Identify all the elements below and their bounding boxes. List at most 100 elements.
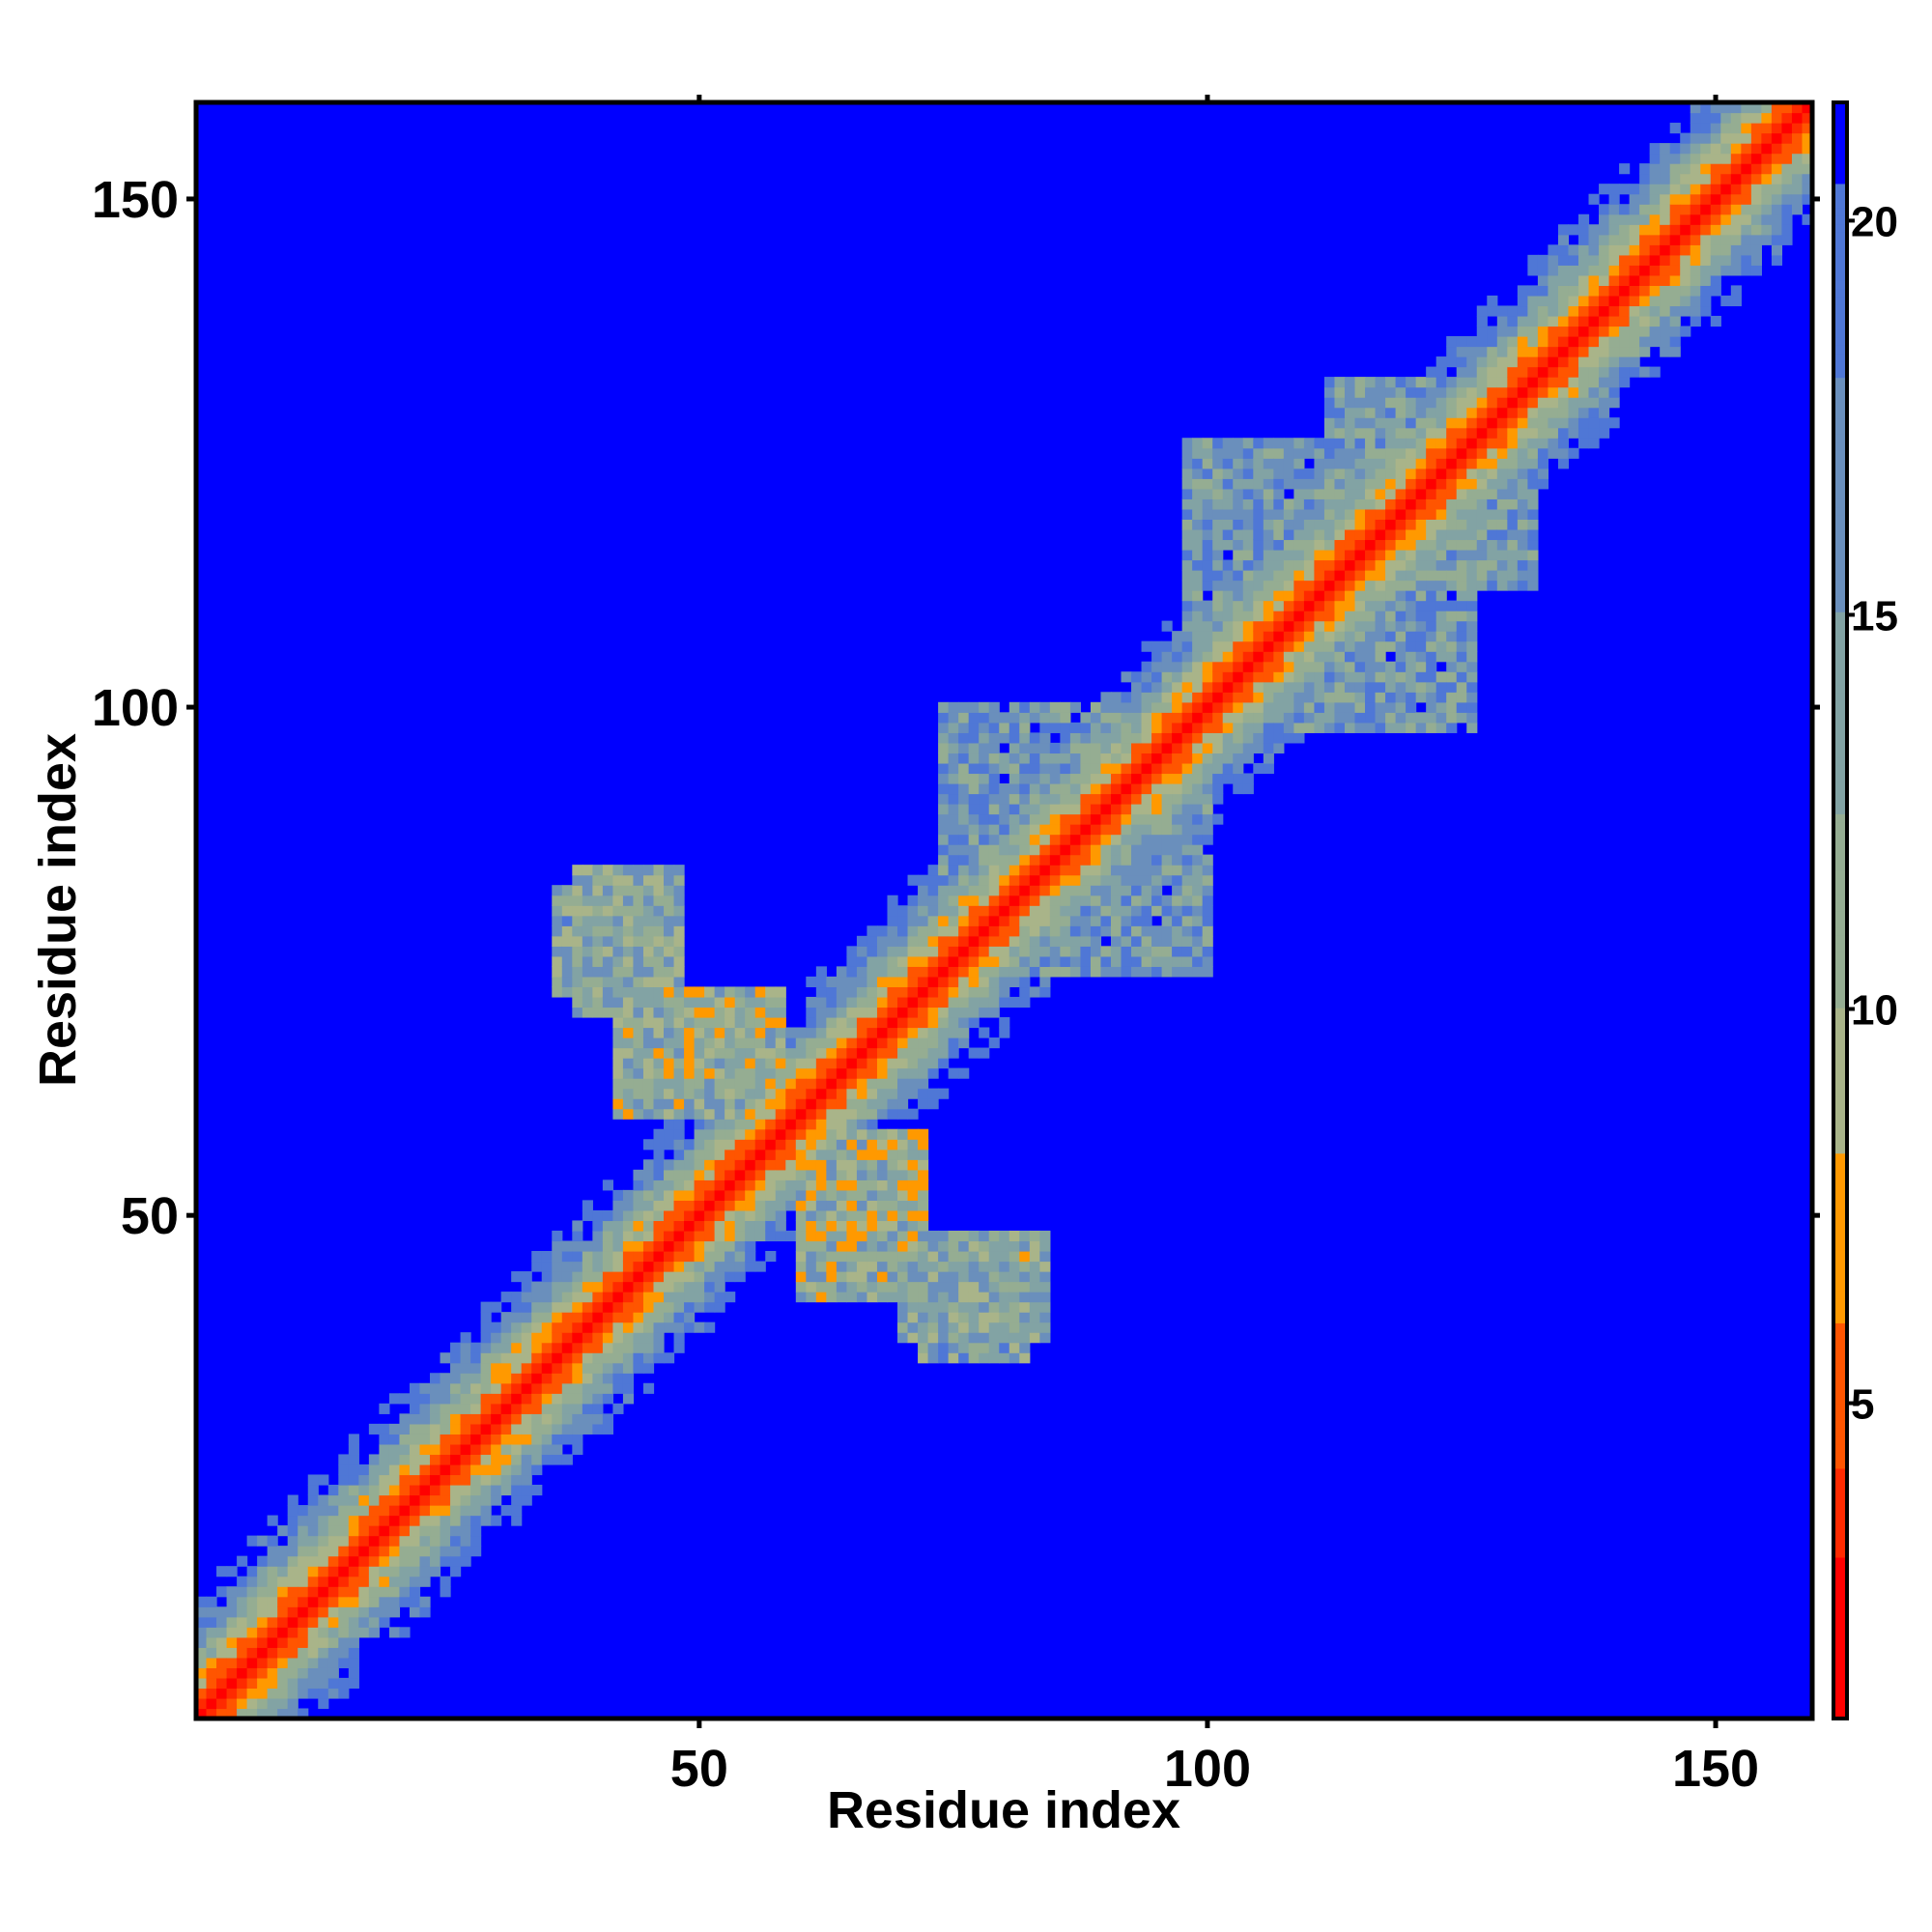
- heatmap-cell: [1161, 671, 1173, 683]
- heatmap-cell: [1202, 722, 1213, 733]
- heatmap-cell: [673, 905, 685, 917]
- heatmap-cell: [612, 1220, 624, 1232]
- heatmap-cell: [1517, 386, 1528, 398]
- heatmap-cell: [1791, 163, 1804, 175]
- heatmap-cell: [1649, 244, 1661, 256]
- heatmap-cell: [1354, 498, 1366, 510]
- heatmap-cell: [664, 996, 675, 1009]
- colorbar-segment: [1833, 1419, 1847, 1429]
- heatmap-cell: [1334, 377, 1346, 388]
- heatmap-cell: [765, 1139, 777, 1151]
- heatmap-cell: [918, 996, 929, 1009]
- heatmap-cell: [480, 1312, 492, 1323]
- heatmap-cell: [582, 1312, 593, 1323]
- heatmap-cell: [267, 1657, 278, 1668]
- heatmap-cell: [745, 1261, 756, 1272]
- heatmap-cell: [622, 1393, 635, 1405]
- heatmap-cell: [1202, 925, 1213, 937]
- heatmap-cell: [775, 1016, 786, 1029]
- heatmap-cell: [938, 722, 950, 733]
- heatmap-cell: [1599, 244, 1610, 256]
- heatmap-cell: [948, 722, 959, 733]
- heatmap-cell: [1507, 559, 1519, 571]
- heatmap-cell: [1344, 478, 1356, 490]
- heatmap-cell: [246, 1596, 258, 1607]
- heatmap-cell: [1426, 580, 1437, 591]
- heatmap-cell: [1121, 854, 1132, 866]
- heatmap-cell: [694, 1098, 705, 1110]
- heatmap-cell: [653, 1016, 665, 1029]
- heatmap-cell: [582, 1292, 593, 1303]
- heatmap-cell: [521, 1434, 532, 1445]
- heatmap-cell: [1253, 692, 1264, 703]
- heatmap-cell: [1375, 488, 1386, 499]
- heatmap-cell: [826, 1128, 838, 1140]
- heatmap-cell: [1039, 905, 1051, 917]
- heatmap-cell: [1181, 905, 1193, 917]
- heatmap-cell: [1253, 762, 1264, 775]
- colorbar-segment: [1833, 280, 1847, 290]
- heatmap-cell: [1639, 274, 1651, 286]
- heatmap-cell: [1303, 712, 1316, 724]
- heatmap-cell: [1385, 631, 1397, 642]
- heatmap-cell: [664, 935, 675, 947]
- heatmap-cell: [1385, 397, 1397, 409]
- heatmap-cell: [1487, 580, 1498, 591]
- colorbar-segment: [1833, 1071, 1847, 1081]
- heatmap-cell: [846, 1037, 858, 1049]
- heatmap-cell: [1263, 712, 1274, 724]
- heatmap-cell: [1649, 204, 1661, 215]
- heatmap-cell: [1710, 315, 1721, 327]
- heatmap-cell: [1365, 528, 1377, 541]
- heatmap-cell: [1334, 692, 1346, 703]
- heatmap-cell: [1406, 438, 1417, 449]
- heatmap-cell: [1781, 132, 1793, 144]
- heatmap-cell: [653, 1332, 665, 1344]
- heatmap-cell: [1202, 701, 1213, 713]
- heatmap-cell: [1314, 498, 1325, 510]
- heatmap-cell: [988, 1007, 1000, 1018]
- heatmap-cell: [552, 1240, 563, 1252]
- heatmap-cell: [1344, 528, 1356, 541]
- heatmap-cell: [1222, 478, 1234, 490]
- heatmap-cell: [1557, 377, 1570, 388]
- heatmap-cell: [979, 946, 990, 957]
- heatmap-cell: [1110, 824, 1122, 836]
- heatmap-cell: [1049, 742, 1061, 754]
- heatmap-cell: [1323, 438, 1336, 449]
- heatmap-cell: [1192, 762, 1204, 775]
- heatmap-cell: [1172, 834, 1183, 845]
- heatmap-cell: [836, 1078, 848, 1090]
- heatmap-cell: [897, 1088, 909, 1099]
- heatmap-cell: [267, 1546, 278, 1557]
- heatmap-cell: [1202, 804, 1213, 815]
- heatmap-cell: [1354, 519, 1366, 530]
- heatmap-cell: [694, 1301, 705, 1313]
- heatmap-cell: [1476, 488, 1488, 499]
- heatmap-cell: [470, 1443, 482, 1456]
- heatmap-cell: [1080, 732, 1092, 744]
- colorbar-segment: [1833, 473, 1847, 483]
- heatmap-cell: [653, 1007, 665, 1018]
- heatmap-cell: [307, 1576, 319, 1587]
- heatmap-cell: [1303, 478, 1316, 490]
- heatmap-cell: [521, 1454, 532, 1465]
- heatmap-cell: [450, 1525, 462, 1537]
- heatmap-cell: [379, 1423, 390, 1435]
- heatmap-cell: [1426, 427, 1437, 439]
- heatmap-cell: [876, 1189, 889, 1201]
- heatmap-cell: [1029, 1230, 1040, 1242]
- heatmap-cell: [867, 955, 878, 967]
- heatmap-cell: [1029, 712, 1040, 724]
- heatmap-cell: [1131, 885, 1143, 896]
- colorbar-segment: [1833, 813, 1847, 823]
- heatmap-cell: [1212, 580, 1224, 591]
- heatmap-cell: [1619, 274, 1631, 286]
- heatmap-cell: [1660, 274, 1671, 286]
- heatmap-cell: [1456, 539, 1467, 551]
- heatmap-cell: [1426, 488, 1437, 499]
- heatmap-cell: [622, 1382, 635, 1394]
- heatmap-cell: [1791, 173, 1804, 185]
- heatmap-cell: [1557, 224, 1570, 236]
